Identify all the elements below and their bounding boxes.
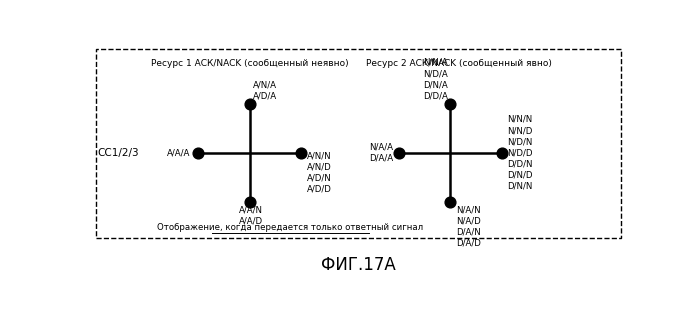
Text: A/N/A
A/D/A: A/N/A A/D/A	[252, 80, 277, 100]
Text: N/A/A
D/A/A: N/A/A D/A/A	[369, 143, 394, 163]
Text: A/A/N
A/A/D: A/A/N A/A/D	[239, 205, 264, 225]
Point	[245, 199, 256, 204]
Text: A/A/A: A/A/A	[167, 148, 190, 157]
Text: Ресурс 1 АСК/NACK (сообщенный неявно): Ресурс 1 АСК/NACK (сообщенный неявно)	[151, 59, 349, 68]
Point	[496, 150, 507, 155]
Text: Отображение, когда передается только ответный сигнал: Отображение, когда передается только отв…	[157, 223, 424, 232]
Text: Ресурс 2 АСК/NACK (сообщенный явно): Ресурс 2 АСК/NACK (сообщенный явно)	[366, 59, 552, 68]
Point	[245, 101, 256, 107]
Text: A/N/N
A/N/D
A/D/N
A/D/D: A/N/N A/N/D A/D/N A/D/D	[307, 152, 331, 194]
Point	[445, 199, 456, 204]
Text: N/N/N
N/N/D
N/D/N
N/D/D
D/D/N
D/N/D
D/N/N: N/N/N N/N/D N/D/N N/D/D D/D/N D/N/D D/N/…	[507, 115, 533, 191]
Point	[296, 150, 307, 155]
Text: N/A/N
N/A/D
D/A/N
D/A/D: N/A/N N/A/D D/A/N D/A/D	[456, 205, 481, 248]
Text: N/N/A
N/D/A
D/N/A
D/D/A: N/N/A N/D/A D/N/A D/D/A	[423, 58, 447, 100]
Point	[445, 101, 456, 107]
Point	[394, 150, 405, 155]
Point	[193, 150, 204, 155]
Text: СС1/2/3: СС1/2/3	[97, 148, 139, 158]
Text: ФИГ.17А: ФИГ.17А	[321, 256, 396, 274]
